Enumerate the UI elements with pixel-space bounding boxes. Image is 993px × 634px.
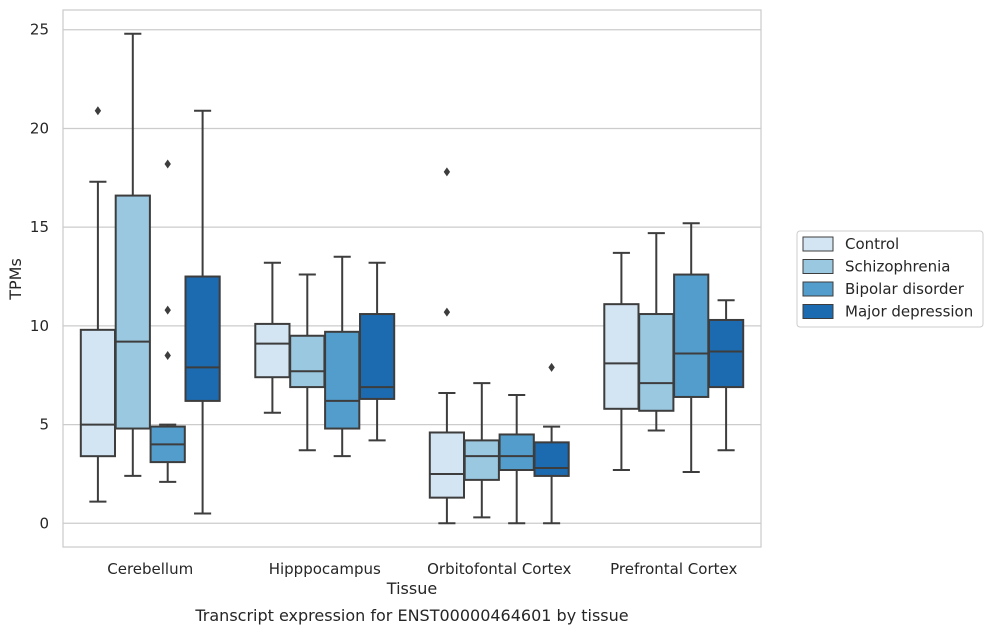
legend-swatch [802,259,834,274]
iqr-box [498,433,535,472]
box-major-depression [358,261,396,442]
legend-label: Bipolar disorder [845,280,965,298]
outlier-point [548,362,555,372]
box-control [603,251,640,472]
x-tick-label: Prefrontal Cortex [610,560,737,578]
y-tick-label: 10 [30,317,49,335]
outlier-point [94,106,102,116]
iqr-box [184,275,221,402]
plot-frame [62,9,762,548]
legend-label: Major depression [845,303,973,321]
y-axis: 0 5 10 15 20 25 [30,21,49,533]
iqr-box [324,330,361,430]
iqr-box [428,431,466,499]
iqr-box [673,273,710,398]
iqr-box [79,328,117,458]
legend-label: Control [845,235,899,253]
legend-label: Schizophrenia [845,258,950,276]
iqr-box [533,441,570,477]
y-tick-label: 20 [30,119,49,137]
legend-swatch [802,304,834,319]
box-schizophrenia [463,382,500,519]
x-axis: Cerebellum Hipppocampus Orbitofontal Corte… [107,560,737,578]
legend-swatch [802,281,834,297]
outlier-point [164,350,171,360]
iqr-box [358,313,396,400]
box-schizophrenia [289,273,326,452]
outlier-point [164,305,171,315]
box-major-depression [707,299,745,452]
plot-area [79,32,745,525]
box-bipolar-disorder [149,159,186,483]
box-schizophrenia [638,232,675,432]
iqr-box [114,194,151,430]
legend: Control Schizophrenia Bipolar disorder Majo… [796,230,984,328]
x-tick-label: Orbitofontal Cortex [427,560,571,578]
box-major-depression [184,109,221,515]
x-axis-title: Tissue [386,579,437,598]
box-control [79,106,117,503]
iqr-box [638,313,675,412]
box-bipolar-disorder [498,393,535,525]
iqr-box [289,334,326,389]
y-tick-label: 15 [30,218,49,236]
box-bipolar-disorder [673,222,710,473]
outlier-point [443,167,451,177]
box-bipolar-disorder [324,255,361,458]
grid-lines [63,29,761,524]
box-major-depression [533,362,570,525]
iqr-box [463,439,500,481]
x-tick-label: Cerebellum [107,560,193,578]
y-tick-label: 0 [39,514,49,532]
outlier-point [443,307,451,317]
box-schizophrenia [114,32,151,477]
y-axis-title: TPMs [6,258,25,301]
legend-frame [796,230,984,328]
y-tick-label: 25 [30,21,49,39]
x-tick-label: Hipppocampus [269,560,381,578]
box-control [254,261,291,414]
y-tick-label: 5 [39,416,49,434]
iqr-box [254,322,291,379]
outlier-point [164,159,171,169]
caption: Transcript expression for ENST0000046460… [194,606,628,625]
iqr-box [707,318,745,389]
iqr-box [603,303,640,410]
box-control [428,167,466,525]
legend-swatch [802,236,834,252]
